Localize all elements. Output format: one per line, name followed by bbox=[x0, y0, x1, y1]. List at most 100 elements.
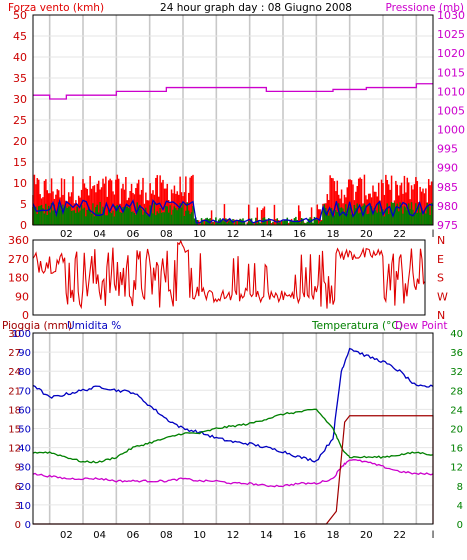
x-tick-label: 20 bbox=[360, 530, 373, 541]
wind-axis-label: Forza vento (kmh) bbox=[8, 2, 104, 14]
x-tick-label: 02 bbox=[60, 530, 73, 541]
tick-label: 70 bbox=[18, 386, 31, 397]
tick-label: 15 bbox=[8, 425, 21, 436]
tick-label: 0 bbox=[25, 520, 31, 531]
tick-label: 30 bbox=[8, 329, 21, 340]
humidity-axis-label: Umidita % bbox=[67, 320, 121, 332]
tick-label: 0 bbox=[20, 219, 27, 232]
pressure-line bbox=[33, 83, 433, 100]
x-tick-label: 04 bbox=[93, 530, 106, 541]
dewpoint-line bbox=[32, 459, 434, 488]
tick-label: 30 bbox=[13, 93, 27, 106]
x-tick-label: 16 bbox=[293, 530, 306, 541]
panel-frame bbox=[32, 332, 434, 525]
tick-label: 9 bbox=[15, 463, 21, 474]
tick-label: 360 bbox=[8, 234, 29, 247]
tick-label: 40 bbox=[450, 329, 463, 340]
tick-label: 25 bbox=[13, 114, 27, 127]
x-tick-label: 14 bbox=[260, 530, 273, 541]
tick-label: 35 bbox=[13, 72, 27, 85]
tick-label: 24 bbox=[450, 405, 463, 416]
tick-label: 995 bbox=[437, 143, 458, 156]
x-tick-label: 04 bbox=[93, 229, 106, 240]
tick-label: 36 bbox=[450, 348, 463, 359]
x-tick-label: l bbox=[432, 530, 435, 541]
x-tick-label: 14 bbox=[260, 229, 273, 240]
tick-label: 10 bbox=[18, 501, 31, 512]
tick-label: N bbox=[437, 234, 445, 247]
x-tick-label: 22 bbox=[393, 229, 406, 240]
tick-label: 270 bbox=[8, 253, 29, 266]
x-tick-label: l bbox=[432, 229, 435, 240]
tick-label: 4 bbox=[457, 501, 463, 512]
humidity-line bbox=[32, 347, 434, 463]
tick-label: 40 bbox=[13, 51, 27, 64]
tick-label: 100 bbox=[12, 329, 31, 340]
tick-label: 20 bbox=[13, 135, 27, 148]
x-tick-label: 18 bbox=[327, 229, 340, 240]
x-tick-label: 12 bbox=[227, 530, 240, 541]
wind-direction-line bbox=[32, 239, 426, 310]
tick-label: 1025 bbox=[437, 28, 465, 41]
tick-label: 1010 bbox=[437, 85, 465, 98]
x-tick-label: 10 bbox=[193, 229, 206, 240]
x-tick-label: 06 bbox=[127, 530, 140, 541]
tick-label: 90 bbox=[15, 290, 29, 303]
tick-label: 80 bbox=[18, 367, 31, 378]
x-tick-label: 08 bbox=[160, 530, 173, 541]
x-tick-label: 02 bbox=[60, 229, 73, 240]
tick-label: 990 bbox=[437, 162, 458, 175]
rain-axis-label: Pioggia (mm) bbox=[2, 320, 72, 332]
panel-frame bbox=[32, 239, 426, 316]
x-tick-label: 12 bbox=[227, 229, 240, 240]
tick-label: 12 bbox=[450, 463, 463, 474]
tick-label: S bbox=[437, 272, 444, 285]
temperature-axis-label: Temperatura (°C) bbox=[311, 320, 403, 332]
dewpoint-axis-label: Dew Point bbox=[395, 320, 448, 332]
tick-label: 0 bbox=[15, 520, 21, 531]
tick-label: 1030 bbox=[437, 9, 465, 22]
x-tick-label: 06 bbox=[127, 229, 140, 240]
tick-label: 3 bbox=[15, 501, 21, 512]
tick-label: 16 bbox=[450, 444, 463, 455]
tick-label: 1015 bbox=[437, 66, 465, 79]
tick-label: 30 bbox=[18, 463, 31, 474]
tick-label: 975 bbox=[437, 219, 458, 232]
tick-label: E bbox=[437, 253, 444, 266]
tick-label: 12 bbox=[8, 444, 21, 455]
tick-label: W bbox=[437, 290, 448, 303]
tick-label: 8 bbox=[457, 482, 463, 493]
temp-humidity-rain-panel: 0369121518212427300102030405060708090100… bbox=[8, 329, 463, 541]
x-tick-label: 16 bbox=[293, 229, 306, 240]
wind-pressure-panel: 0510152025303540455097598098599099510001… bbox=[13, 9, 465, 240]
chart-title: 24 hour graph day : 08 Giugno 2008 bbox=[160, 2, 352, 14]
pressure-axis-label: Pressione (mb) bbox=[385, 2, 464, 14]
tick-label: 18 bbox=[8, 405, 21, 416]
tick-label: 90 bbox=[18, 348, 31, 359]
tick-label: N bbox=[437, 309, 445, 322]
x-tick-label: 22 bbox=[393, 530, 406, 541]
tick-label: 180 bbox=[8, 272, 29, 285]
tick-label: 28 bbox=[450, 386, 463, 397]
tick-label: 60 bbox=[18, 405, 31, 416]
x-tick-label: 18 bbox=[327, 530, 340, 541]
tick-label: 1000 bbox=[437, 124, 465, 137]
tick-label: 20 bbox=[18, 482, 31, 493]
tick-label: 50 bbox=[13, 9, 27, 22]
tick-label: 1005 bbox=[437, 104, 465, 117]
temperature-line bbox=[32, 408, 434, 464]
tick-label: 40 bbox=[18, 444, 31, 455]
tick-label: 985 bbox=[437, 181, 458, 194]
tick-label: 50 bbox=[18, 425, 31, 436]
tick-label: 0 bbox=[22, 309, 29, 322]
tick-label: 10 bbox=[13, 177, 27, 190]
tick-label: 20 bbox=[450, 425, 463, 436]
tick-label: 15 bbox=[13, 156, 27, 169]
x-tick-label: 10 bbox=[193, 530, 206, 541]
panel-frame bbox=[32, 14, 434, 226]
tick-label: 1020 bbox=[437, 47, 465, 60]
tick-label: 0 bbox=[457, 520, 463, 531]
